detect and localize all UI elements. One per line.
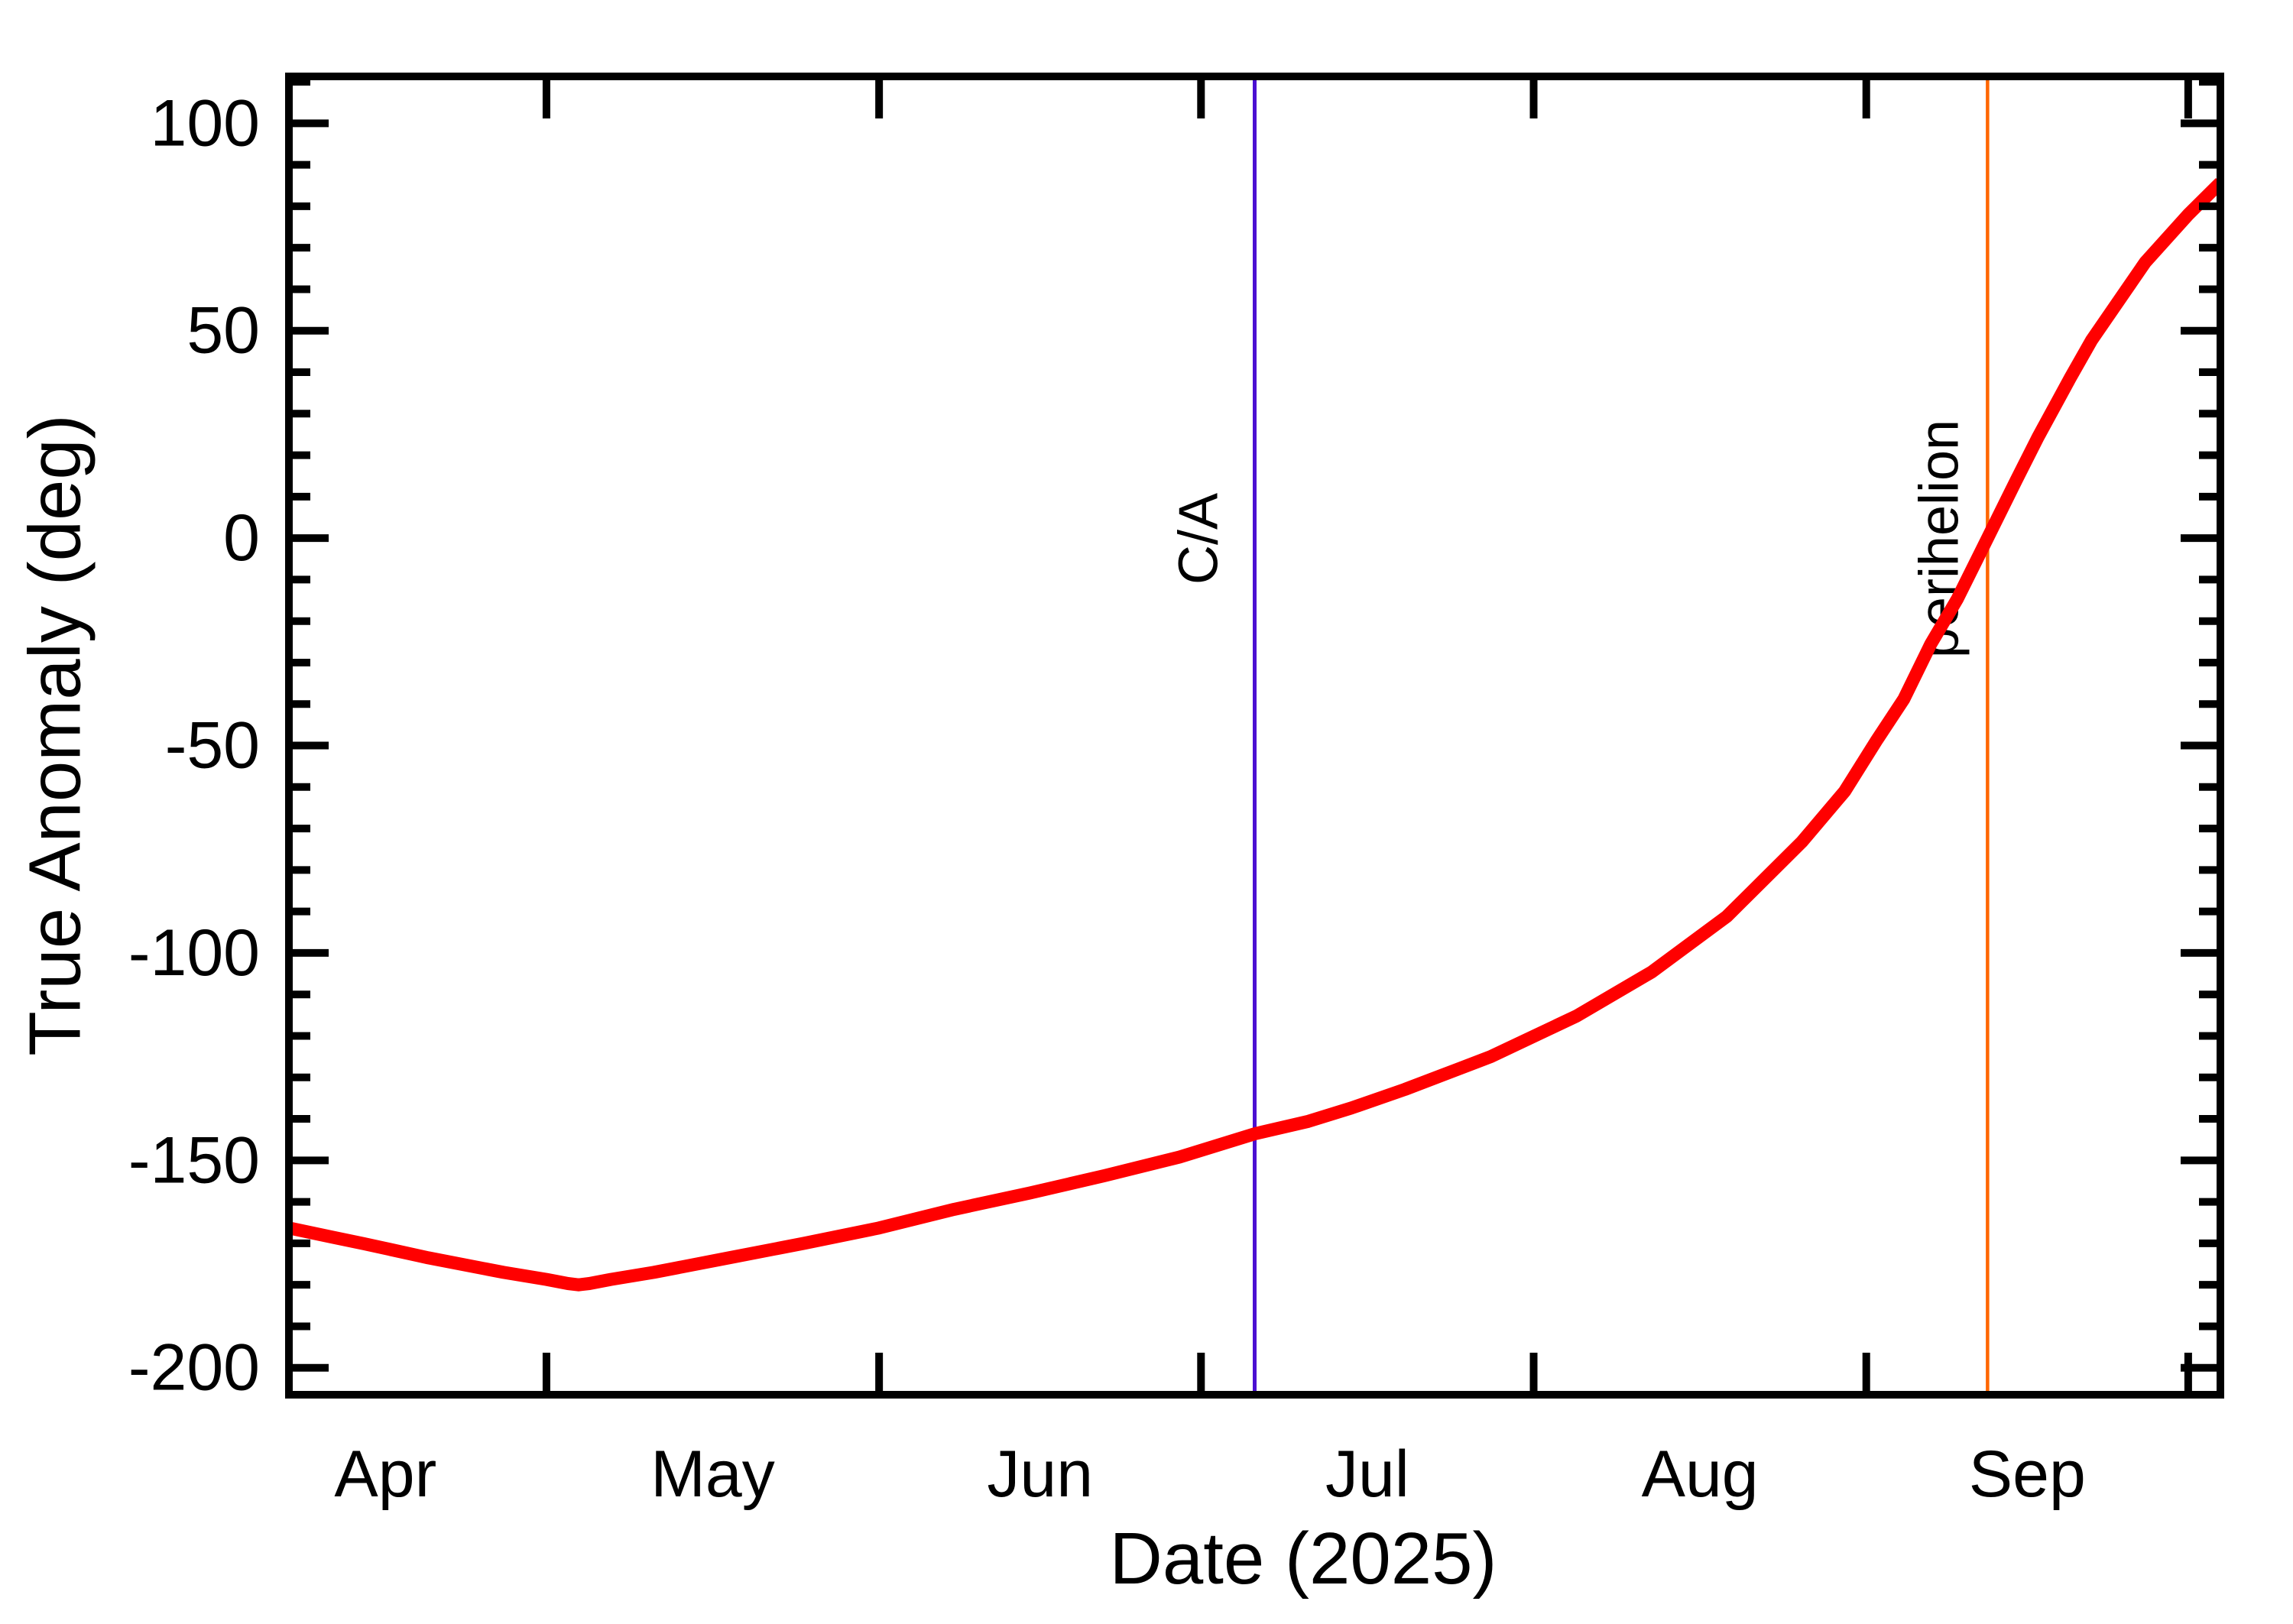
y-tick-label-neg200: -200	[128, 1331, 260, 1405]
y-tick-label-neg50: -50	[165, 709, 260, 783]
x-month-label-aug: Aug	[1642, 1438, 1759, 1511]
x-month-label-jul: Jul	[1325, 1438, 1409, 1511]
true-anomaly-curve	[289, 177, 2220, 1292]
y-ticks	[289, 78, 2220, 1372]
closest-approach-label: C/A	[1169, 493, 1230, 585]
y-axis-title: True Anomaly (deg)	[15, 414, 96, 1055]
y-tick-label-50: 50	[186, 294, 260, 368]
x-month-label-apr: Apr	[334, 1438, 436, 1511]
y-tick-label-0: 0	[223, 501, 260, 575]
x-month-label-may: May	[650, 1438, 774, 1511]
y-tick-label-neg100: -100	[128, 916, 260, 990]
y-tick-label-100: 100	[151, 86, 261, 160]
y-tick-label-neg150: -150	[128, 1123, 260, 1197]
x-axis-title: Date (2025)	[1110, 1518, 1497, 1600]
plot-border	[285, 73, 2224, 1399]
x-ticks	[542, 76, 2192, 1395]
x-month-label-sep: Sep	[1969, 1438, 2086, 1511]
x-month-label-jun: Jun	[987, 1438, 1093, 1511]
